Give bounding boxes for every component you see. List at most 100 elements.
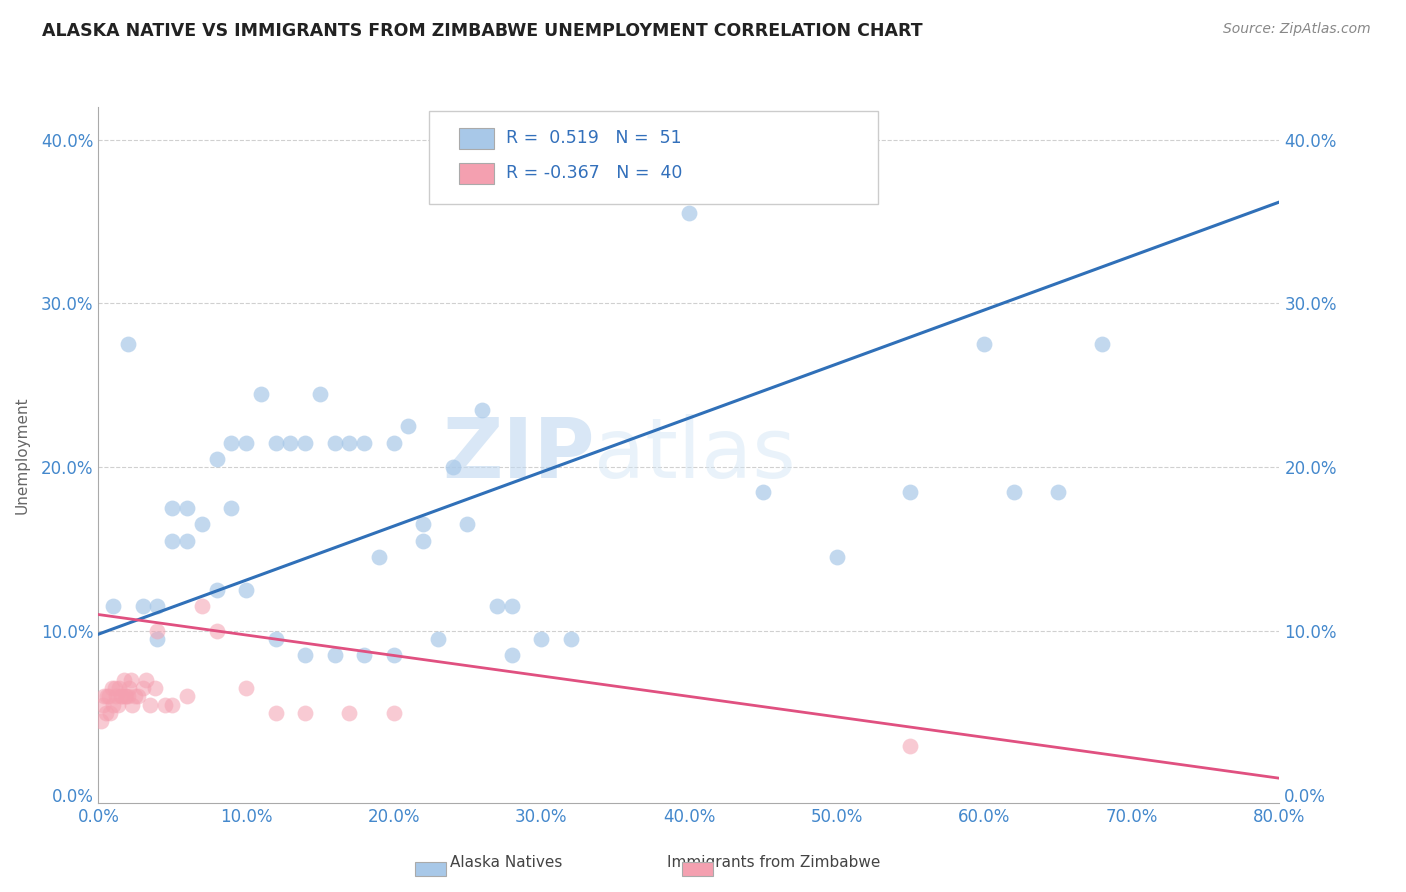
Point <box>382 435 405 450</box>
Point <box>235 681 257 696</box>
Point <box>162 501 183 516</box>
Point <box>235 435 257 450</box>
Text: R =  0.519   N =  51: R = 0.519 N = 51 <box>506 129 682 147</box>
Point <box>146 599 169 614</box>
Point <box>121 698 143 712</box>
Point <box>205 452 228 467</box>
Point <box>501 599 523 614</box>
FancyBboxPatch shape <box>429 111 877 204</box>
Point <box>98 706 121 720</box>
Point <box>104 681 127 696</box>
Point <box>93 690 115 704</box>
Point <box>132 681 155 696</box>
Point <box>278 435 302 450</box>
Point <box>339 706 360 720</box>
Point <box>900 484 922 499</box>
Point <box>560 632 582 646</box>
Point <box>339 435 360 450</box>
Point <box>107 698 129 712</box>
Point <box>143 681 166 696</box>
Point <box>135 673 157 687</box>
Point <box>191 517 214 532</box>
Point <box>117 337 139 351</box>
Text: ALASKA NATIVE VS IMMIGRANTS FROM ZIMBABWE UNEMPLOYMENT CORRELATION CHART: ALASKA NATIVE VS IMMIGRANTS FROM ZIMBABW… <box>42 22 922 40</box>
Y-axis label: Unemployment: Unemployment <box>15 396 30 514</box>
Point <box>1046 484 1069 499</box>
Point <box>1002 484 1025 499</box>
Point <box>751 484 773 499</box>
Point <box>91 698 114 712</box>
Point <box>94 706 117 720</box>
Point <box>235 582 257 597</box>
Text: atlas: atlas <box>595 415 796 495</box>
Point <box>176 690 198 704</box>
Point <box>117 690 139 704</box>
Point <box>146 632 169 646</box>
Point <box>115 690 138 704</box>
Point <box>530 632 553 646</box>
Point <box>396 419 419 434</box>
Point <box>97 690 120 704</box>
Bar <box>458 162 494 184</box>
Point <box>264 632 287 646</box>
Point <box>219 501 242 516</box>
Point <box>294 648 316 663</box>
Point <box>353 648 375 663</box>
Point <box>1091 337 1114 351</box>
Point <box>132 599 155 614</box>
Point <box>191 599 214 614</box>
Point <box>90 714 112 728</box>
Text: Alaska Natives: Alaska Natives <box>450 855 562 870</box>
Point <box>471 403 494 417</box>
Point <box>412 533 434 548</box>
Point <box>382 706 405 720</box>
Point <box>176 501 198 516</box>
Point <box>120 673 142 687</box>
Text: R = -0.367   N =  40: R = -0.367 N = 40 <box>506 164 682 182</box>
Point <box>264 706 287 720</box>
Point <box>973 337 995 351</box>
Point <box>153 698 176 712</box>
Text: Immigrants from Zimbabwe: Immigrants from Zimbabwe <box>666 855 880 870</box>
Point <box>110 690 132 704</box>
Point <box>309 386 332 401</box>
Text: ZIP: ZIP <box>441 415 595 495</box>
Point <box>112 673 135 687</box>
Point <box>162 533 183 548</box>
Point <box>441 460 464 475</box>
Point <box>103 698 125 712</box>
Point <box>219 435 242 450</box>
Point <box>205 624 228 638</box>
Point <box>111 690 134 704</box>
Point <box>100 681 122 696</box>
Point <box>323 648 346 663</box>
Point <box>412 517 434 532</box>
Point <box>294 706 316 720</box>
Point <box>382 648 405 663</box>
Point <box>353 435 375 450</box>
Point <box>103 599 125 614</box>
Point <box>501 648 523 663</box>
Point <box>900 739 922 753</box>
Point <box>294 435 316 450</box>
Text: Source: ZipAtlas.com: Source: ZipAtlas.com <box>1223 22 1371 37</box>
Point <box>114 690 136 704</box>
Point <box>825 550 848 565</box>
Point <box>105 690 128 704</box>
Point <box>118 681 141 696</box>
Point <box>323 435 346 450</box>
Point <box>456 517 478 532</box>
Point <box>124 690 146 704</box>
Point <box>108 681 131 696</box>
Point <box>427 632 450 646</box>
Point <box>139 698 162 712</box>
Point <box>96 690 118 704</box>
Bar <box>458 128 494 149</box>
Point <box>368 550 391 565</box>
Point <box>127 690 149 704</box>
Point <box>250 386 273 401</box>
Point <box>205 582 228 597</box>
Point <box>678 206 700 220</box>
Point <box>264 435 287 450</box>
Point <box>176 533 198 548</box>
